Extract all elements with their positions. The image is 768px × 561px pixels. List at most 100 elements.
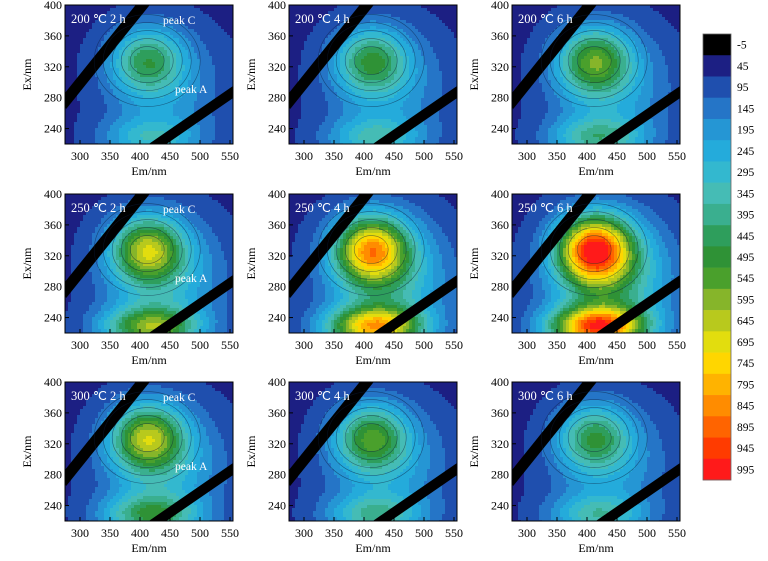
- heat-cell: [95, 41, 99, 45]
- heat-cell: [119, 83, 123, 87]
- heat-cell: [406, 14, 410, 18]
- heat-cell: [427, 122, 431, 126]
- heat-cell: [451, 80, 455, 84]
- heat-cell: [203, 92, 207, 96]
- heat-cell: [403, 92, 407, 96]
- heat-cell: [301, 116, 305, 120]
- heat-cell: [98, 8, 102, 12]
- heat-cell: [376, 74, 380, 78]
- heat-cell: [391, 56, 395, 60]
- heat-cell: [388, 92, 392, 96]
- heat-cell: [367, 23, 371, 27]
- heat-cell: [298, 128, 302, 132]
- heat-cell: [101, 20, 105, 24]
- heat-cell: [361, 23, 365, 27]
- heat-cell: [289, 47, 293, 51]
- heat-cell: [448, 89, 452, 93]
- heat-cell: [448, 26, 452, 30]
- heat-cell: [298, 53, 302, 57]
- heat-cell: [388, 50, 392, 54]
- heat-cell: [358, 44, 362, 48]
- heat-cell: [361, 92, 365, 96]
- heat-cell: [406, 77, 410, 81]
- heat-cell: [149, 53, 153, 57]
- heat-cell: [92, 53, 96, 57]
- heat-cell: [394, 62, 398, 66]
- heat-cell: [107, 80, 111, 84]
- heat-cell: [227, 29, 231, 33]
- heat-cell: [149, 17, 153, 21]
- heat-cell: [164, 71, 168, 75]
- heat-cell: [295, 47, 299, 51]
- heat-cell: [170, 47, 174, 51]
- heat-cell: [412, 41, 416, 45]
- heat-cell: [122, 113, 126, 117]
- heat-cell: [152, 101, 156, 105]
- heat-cell: [355, 29, 359, 33]
- heat-cell: [200, 56, 204, 60]
- heat-cell: [409, 32, 413, 36]
- heat-cell: [137, 101, 141, 105]
- heat-cell: [328, 14, 332, 18]
- heat-cell: [349, 62, 353, 66]
- heat-cell: [185, 56, 189, 60]
- heat-cell: [89, 86, 93, 90]
- heat-cell: [197, 29, 201, 33]
- heat-cell: [155, 128, 159, 132]
- heat-cell: [418, 89, 422, 93]
- heat-cell: [227, 134, 231, 138]
- heat-cell: [77, 56, 81, 60]
- heat-cell: [149, 128, 153, 132]
- heat-cell: [83, 29, 87, 33]
- heat-cell: [224, 107, 228, 111]
- heat-cell: [334, 5, 338, 9]
- heat-cell: [71, 5, 75, 9]
- heat-cell: [110, 89, 114, 93]
- heat-cell: [92, 116, 96, 120]
- heat-cell: [215, 113, 219, 117]
- heat-cell: [295, 26, 299, 30]
- heat-cell: [397, 101, 401, 105]
- heat-cell: [391, 32, 395, 36]
- heat-cell: [355, 119, 359, 123]
- heat-cell: [400, 35, 404, 39]
- heat-cell: [110, 8, 114, 12]
- heat-cell: [191, 56, 195, 60]
- heat-cell: [451, 122, 455, 126]
- heat-cell: [230, 14, 233, 18]
- heat-cell: [185, 68, 189, 72]
- heat-cell: [403, 119, 407, 123]
- heat-cell: [203, 5, 207, 9]
- heat-cell: [376, 20, 380, 24]
- heat-cell: [310, 8, 314, 12]
- heat-cell: [346, 95, 350, 99]
- heat-cell: [340, 23, 344, 27]
- heat-cell: [182, 77, 186, 81]
- heat-cell: [230, 80, 233, 84]
- heat-cell: [427, 59, 431, 63]
- heat-cell: [230, 134, 233, 138]
- heat-cell: [152, 44, 156, 48]
- heat-cell: [143, 110, 147, 114]
- heat-cell: [113, 11, 117, 15]
- heat-cell: [412, 23, 416, 27]
- heat-cell: [436, 26, 440, 30]
- heat-cell: [427, 83, 431, 87]
- heat-cell: [379, 80, 383, 84]
- heat-cell: [289, 59, 293, 63]
- heat-cell: [134, 95, 138, 99]
- heat-cell: [158, 116, 162, 120]
- heat-cell: [418, 74, 422, 78]
- heat-cell: [158, 83, 162, 87]
- heat-cell: [125, 92, 129, 96]
- heat-cell: [343, 11, 347, 15]
- heat-cell: [358, 128, 362, 132]
- heat-cell: [424, 29, 428, 33]
- heat-cell: [325, 29, 329, 33]
- heat-cell: [197, 128, 201, 132]
- heat-cell: [445, 122, 449, 126]
- heat-cell: [445, 14, 449, 18]
- heat-cell: [307, 8, 311, 12]
- heat-cell: [215, 53, 219, 57]
- heat-cell: [221, 71, 225, 75]
